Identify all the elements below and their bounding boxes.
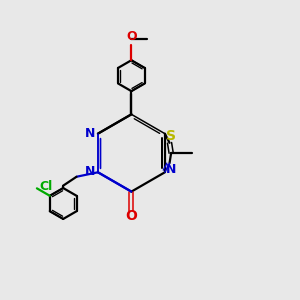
Text: Cl: Cl bbox=[39, 180, 52, 194]
Text: N: N bbox=[166, 163, 176, 176]
Text: O: O bbox=[126, 30, 137, 43]
Text: N: N bbox=[84, 165, 95, 178]
Text: N: N bbox=[84, 127, 95, 140]
Text: S: S bbox=[166, 129, 176, 143]
Text: O: O bbox=[125, 209, 137, 223]
